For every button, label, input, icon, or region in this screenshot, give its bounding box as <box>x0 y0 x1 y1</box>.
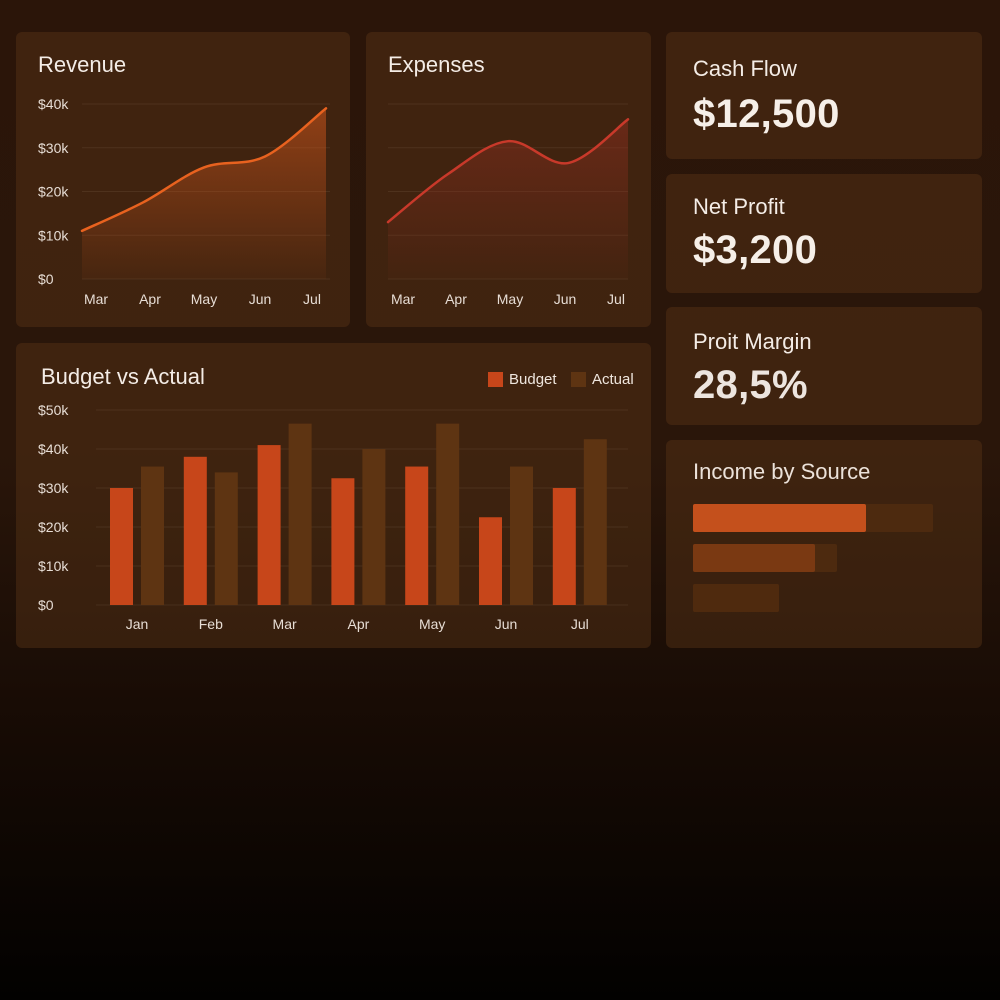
cash-flow-title: Cash Flow <box>693 56 797 81</box>
net-profit-card: Net Profit $3,200 <box>666 174 982 293</box>
revenue-x-tick: Jun <box>249 291 272 307</box>
income-by-source-title: Income by Source <box>693 459 871 484</box>
expenses-line <box>386 118 630 224</box>
budget-vs-actual-card: Budget vs Actual Budget Actual $0 $10k $20… <box>16 343 651 648</box>
net-profit-title: Net Profit <box>693 194 785 219</box>
revenue-line <box>80 107 328 233</box>
expenses-x-tick: Apr <box>445 291 467 307</box>
budget-vs-actual-title: Budget vs Actual <box>41 364 205 389</box>
bva-x-tick: Feb <box>199 616 223 632</box>
expenses-x-tick: Jun <box>554 291 577 307</box>
profit-margin-card: Proit Margin 28,5% <box>666 307 982 425</box>
bar-actual <box>436 423 460 605</box>
cash-flow-card: Cash Flow $12,500 <box>666 32 982 159</box>
income-bar-fill <box>693 504 866 532</box>
profit-margin-title: Proit Margin <box>693 329 812 354</box>
revenue-chart: $0 $10k $20k $30k $40k Mar Apr May Jun Jul <box>38 96 330 307</box>
legend-budget-swatch <box>488 372 503 387</box>
bar-actual <box>288 423 312 605</box>
legend-actual-swatch <box>571 372 586 387</box>
bva-x-tick: Jan <box>126 616 149 632</box>
revenue-y-tick: $40k <box>38 96 69 112</box>
bar-budget <box>331 478 355 605</box>
expenses-title: Expenses <box>388 52 485 77</box>
legend-actual: Actual <box>571 371 634 388</box>
revenue-y-tick: $20k <box>38 184 69 200</box>
bar-budget <box>257 445 281 605</box>
legend-actual-label: Actual <box>592 371 634 388</box>
bva-x-tick: Mar <box>273 616 297 632</box>
expenses-chart: Mar Apr May Jun Jul <box>386 103 630 307</box>
bva-x-tick: May <box>419 616 445 632</box>
expenses-card: Expenses Mar Apr May Jun Jul <box>366 32 651 327</box>
income-bar-fill <box>693 584 780 612</box>
revenue-x-tick: Jul <box>303 291 321 307</box>
revenue-card: Revenue $0 $10k $20k $30k $40k Mar Apr May Jun Ju… <box>16 32 350 327</box>
legend-budget: Budget <box>488 371 557 388</box>
expenses-x-tick: May <box>497 291 523 307</box>
profit-margin-value: 28,5% <box>693 363 808 407</box>
revenue-y-tick: $0 <box>38 271 54 287</box>
bar-actual <box>583 439 607 605</box>
revenue-y-tick: $10k <box>38 227 69 243</box>
cash-flow-value: $12,500 <box>693 92 840 136</box>
bar-actual <box>141 466 164 605</box>
bar-actual <box>362 449 386 605</box>
bar-actual <box>510 466 533 605</box>
revenue-x-tick: May <box>191 291 217 307</box>
net-profit-value: $3,200 <box>693 228 818 272</box>
budget-vs-actual-chart: $0 $10k $20k $30k $40k $50k Jan Feb Mar Apr May Jun… <box>38 402 628 632</box>
bva-x-tick: Jun <box>495 616 518 632</box>
bva-y-tick: $50k <box>38 402 69 418</box>
income-by-source-card: Income by Source <box>666 440 982 648</box>
bar-budget <box>183 456 207 605</box>
expenses-x-tick: Jul <box>607 291 625 307</box>
legend-budget-label: Budget <box>509 371 557 388</box>
bva-y-tick: $40k <box>38 441 69 457</box>
expenses-area <box>388 119 628 279</box>
bar-budget <box>552 488 576 605</box>
income-bar-fill <box>693 544 816 572</box>
bar-budget <box>479 517 502 605</box>
bar-budget <box>405 466 429 605</box>
bva-x-tick: Jul <box>571 616 589 632</box>
bva-x-tick: Apr <box>348 616 370 632</box>
bva-y-tick: $20k <box>38 519 69 535</box>
revenue-x-tick: Apr <box>139 291 161 307</box>
bva-y-tick: $10k <box>38 558 69 574</box>
revenue-area <box>82 108 326 279</box>
revenue-y-tick: $30k <box>38 140 69 156</box>
bar-budget <box>110 488 133 605</box>
expenses-x-tick: Mar <box>391 291 415 307</box>
bar-actual <box>214 472 238 605</box>
bva-y-tick: $30k <box>38 480 69 496</box>
bva-y-tick: $0 <box>38 597 54 613</box>
revenue-title: Revenue <box>38 52 127 77</box>
revenue-x-tick: Mar <box>84 291 108 307</box>
